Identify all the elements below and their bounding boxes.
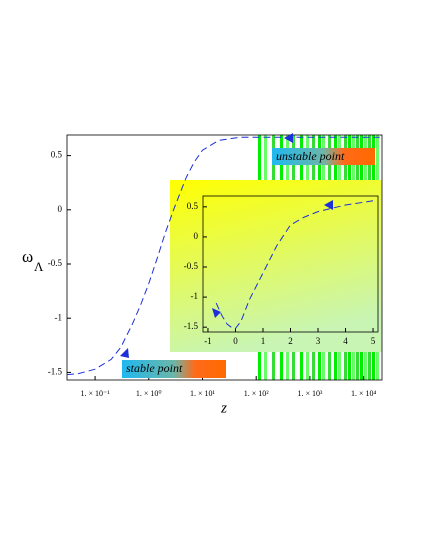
data-line <box>215 200 374 329</box>
stripe <box>292 352 295 380</box>
stripe <box>376 352 379 380</box>
stripe <box>300 352 303 380</box>
x-tick-label: 0 <box>233 336 238 346</box>
x-tick-label: 5 <box>371 336 376 346</box>
arrowhead <box>120 348 129 358</box>
y-tick-label: -1 <box>191 291 199 301</box>
stripe <box>312 352 315 380</box>
plot-0: -1.5 -1 -0.5 0 0.5 1. × 10⁻¹ 1. × 10⁰ 1. × 10¹ 1… <box>48 134 383 398</box>
stripe <box>352 352 355 380</box>
stripe <box>368 352 371 380</box>
y-tick-label: -1.5 <box>48 366 63 376</box>
x-tick-label: 2 <box>288 336 293 346</box>
stripe <box>318 352 321 380</box>
stripe <box>264 135 267 180</box>
stripe <box>372 352 375 380</box>
y-tick-label: -0.5 <box>184 261 199 271</box>
plot-frame <box>66 134 383 381</box>
stripe <box>376 135 379 180</box>
x-tick-label: 1 <box>261 336 266 346</box>
x-tick-label: 1. × 10³ <box>297 389 323 398</box>
stripe <box>360 352 363 380</box>
stripe <box>328 352 331 380</box>
label-box <box>122 360 226 378</box>
plot-1: -1.5 -1 -0.5 0 0.5 -1 0 1 2 3 4 5 <box>184 195 379 346</box>
y-tick-label: 0.5 <box>187 201 199 211</box>
data-line <box>66 136 380 376</box>
stripe <box>344 352 347 380</box>
y-axis-label: ω <box>22 247 33 266</box>
arrowhead <box>284 133 293 143</box>
stripe <box>322 352 325 380</box>
x-tick-label: 1. × 10⁴ <box>351 389 377 398</box>
x-tick-label: -1 <box>204 336 212 346</box>
stripe <box>348 352 351 380</box>
annotation: stable point <box>126 361 183 375</box>
arrowhead <box>212 308 221 318</box>
label-box <box>272 148 375 165</box>
stripe <box>364 352 367 380</box>
y-tick-label: -0.5 <box>48 258 63 268</box>
annotation: unstable point <box>276 149 345 163</box>
stripe <box>258 352 261 380</box>
stripe <box>286 352 289 380</box>
y-tick-label: 0 <box>58 204 63 214</box>
arrowhead <box>324 200 333 210</box>
y-tick-label: -1 <box>55 312 63 322</box>
x-tick-label: 1. × 10² <box>244 389 270 398</box>
stripe <box>264 352 267 380</box>
stripe <box>334 352 337 380</box>
inset-background <box>170 180 382 352</box>
x-tick-label: 3 <box>316 336 321 346</box>
y-tick-label: 0.5 <box>51 150 63 160</box>
stripe <box>356 352 359 380</box>
x-tick-label: 1. × 10¹ <box>190 389 216 398</box>
y-tick-label: 0 <box>194 231 199 241</box>
y-tick-label: -1.5 <box>184 321 199 331</box>
stripe <box>272 352 275 380</box>
x-axis-label: z <box>220 400 227 416</box>
y-axis-subscript: Λ <box>34 259 44 274</box>
stripe <box>258 135 261 180</box>
x-tick-label: 1. × 10⁰ <box>136 389 162 398</box>
stripe <box>306 352 309 380</box>
x-tick-label: 4 <box>343 336 348 346</box>
stripe <box>338 352 341 380</box>
x-tick-label: 1. × 10⁻¹ <box>81 389 111 398</box>
stripe <box>280 352 283 380</box>
